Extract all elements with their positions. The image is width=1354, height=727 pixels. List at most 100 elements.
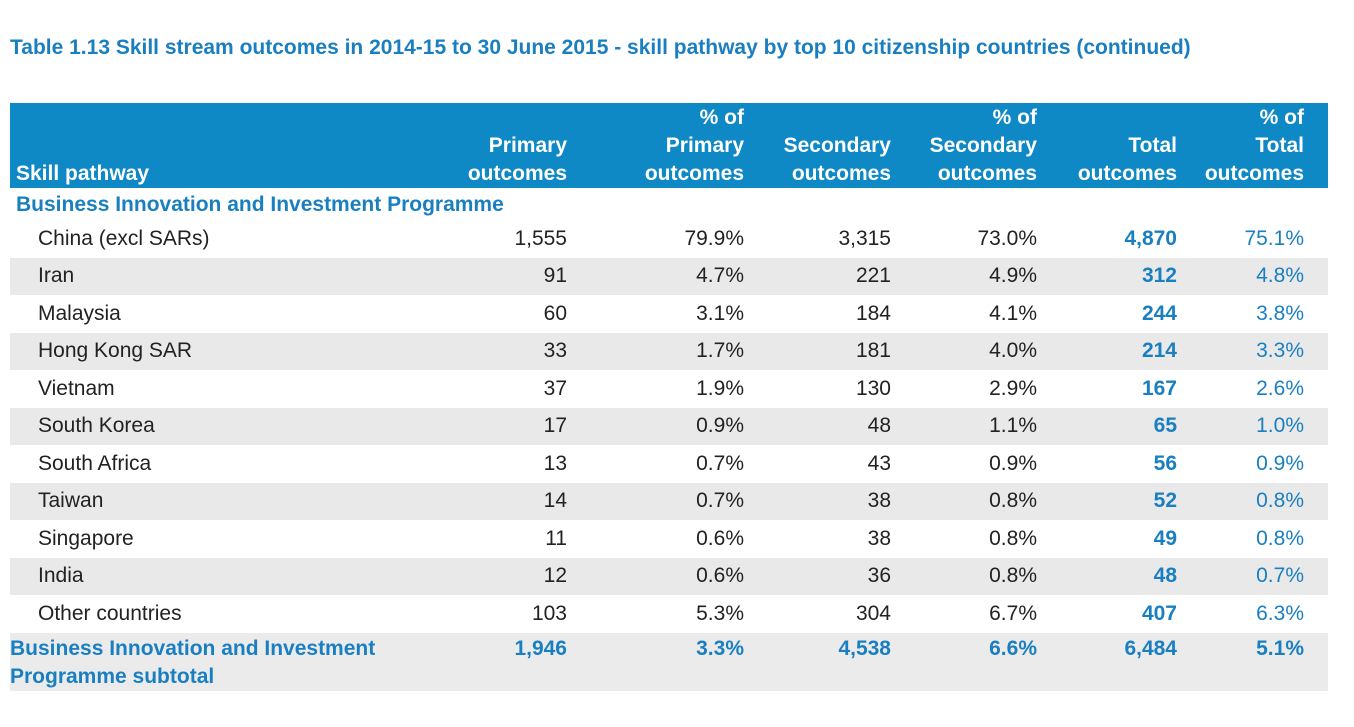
table-row: Singapore 11 0.6% 38 0.8% 49 0.8% xyxy=(10,520,1328,558)
column-header-line: Skill pathway xyxy=(16,162,150,185)
value-cell: 221 xyxy=(855,264,891,288)
value-cell: 48 xyxy=(1153,564,1177,588)
value-cell: 304 xyxy=(855,601,891,625)
value-cell: 0.6% xyxy=(696,526,744,550)
value-cell: 1.9% xyxy=(696,376,744,400)
value-cell: 4.1% xyxy=(989,301,1037,325)
subtotal-value: 4,538 xyxy=(838,636,891,660)
subtotal-value: 3.3% xyxy=(696,636,744,660)
value-cell: 1,555 xyxy=(514,226,567,250)
column-header-line: % of xyxy=(699,106,744,129)
column-header-line: Total xyxy=(1128,134,1177,157)
column-header: Primary outcomes xyxy=(450,132,567,188)
value-cell: 4,870 xyxy=(1124,226,1177,250)
value-cell: 167 xyxy=(1141,376,1177,400)
value-cell: 0.8% xyxy=(989,526,1037,550)
value-cell: 130 xyxy=(855,376,891,400)
table-row: Taiwan 14 0.7% 38 0.8% 52 0.8% xyxy=(10,482,1328,520)
column-header: Secondary outcomes xyxy=(744,132,891,188)
column-header-line: outcomes xyxy=(644,162,744,185)
column-header: % of Secondary outcomes xyxy=(891,104,1037,188)
column-header-line: outcomes xyxy=(467,162,567,185)
value-cell: 38 xyxy=(867,526,891,550)
column-header-line: outcomes xyxy=(791,162,891,185)
column-header-line: outcomes xyxy=(1204,162,1304,185)
country-cell: Taiwan xyxy=(38,489,104,513)
value-cell: 49 xyxy=(1153,526,1177,550)
value-cell: 13 xyxy=(543,451,567,475)
subtotal-value: 6.6% xyxy=(989,636,1037,660)
value-cell: 43 xyxy=(867,451,891,475)
value-cell: 4.0% xyxy=(989,339,1037,363)
value-cell: 103 xyxy=(531,601,567,625)
value-cell: 2.6% xyxy=(1256,376,1304,400)
value-cell: 37 xyxy=(543,376,567,400)
column-header-line: Secondary xyxy=(929,134,1037,157)
value-cell: 0.8% xyxy=(1256,526,1304,550)
value-cell: 75.1% xyxy=(1244,226,1304,250)
value-cell: 73.0% xyxy=(977,226,1037,250)
value-cell: 2.9% xyxy=(989,376,1037,400)
column-header-line: % of xyxy=(992,106,1037,129)
column-header-line: outcomes xyxy=(937,162,1037,185)
value-cell: 38 xyxy=(867,489,891,513)
value-cell: 52 xyxy=(1153,489,1177,513)
value-cell: 0.7% xyxy=(696,451,744,475)
value-cell: 0.8% xyxy=(989,489,1037,513)
column-header: % of Primary outcomes xyxy=(567,104,744,188)
value-cell: 0.7% xyxy=(1256,564,1304,588)
value-cell: 0.9% xyxy=(1256,451,1304,475)
value-cell: 214 xyxy=(1141,339,1177,363)
value-cell: 0.9% xyxy=(696,414,744,438)
value-cell: 14 xyxy=(543,489,567,513)
country-cell: Vietnam xyxy=(38,376,115,400)
section-label: Business Innovation and Investment Progr… xyxy=(16,193,504,216)
value-cell: 184 xyxy=(855,301,891,325)
country-cell: Hong Kong SAR xyxy=(38,339,193,363)
column-header-line: Primary xyxy=(665,134,744,157)
value-cell: 60 xyxy=(543,301,567,325)
table-header: Skill pathway Primary outcomes % of Primary o… xyxy=(10,103,1328,188)
value-cell: 4.7% xyxy=(696,264,744,288)
value-cell: 4.9% xyxy=(989,264,1037,288)
value-cell: 3.1% xyxy=(696,301,744,325)
value-cell: 65 xyxy=(1153,414,1177,438)
value-cell: 1.7% xyxy=(696,339,744,363)
value-cell: 0.6% xyxy=(696,564,744,588)
value-cell: 17 xyxy=(543,414,567,438)
column-header-line: % of xyxy=(1259,106,1304,129)
country-cell: South Korea xyxy=(38,414,155,438)
value-cell: 33 xyxy=(543,339,567,363)
value-cell: 244 xyxy=(1141,301,1177,325)
subtotal-value: 5.1% xyxy=(1256,636,1304,660)
table-row: Iran 91 4.7% 221 4.9% 312 4.8% xyxy=(10,257,1328,295)
column-header: Total outcomes xyxy=(1037,132,1177,188)
country-cell: Iran xyxy=(38,264,75,288)
table-row: India 12 0.6% 36 0.8% 48 0.7% xyxy=(10,557,1328,595)
outcomes-table: Skill pathway Primary outcomes % of Primary o… xyxy=(10,103,1328,691)
value-cell: 11 xyxy=(545,526,567,550)
value-cell: 6.7% xyxy=(989,601,1037,625)
value-cell: 12 xyxy=(543,564,567,588)
column-header-line: Secondary xyxy=(783,134,891,157)
column-header-line: Total xyxy=(1255,134,1304,157)
value-cell: 1.0% xyxy=(1256,414,1304,438)
subtotal-row: Business Innovation and Investment Progr… xyxy=(10,632,1328,691)
value-cell: 0.8% xyxy=(1256,489,1304,513)
column-header-line: outcomes xyxy=(1077,162,1177,185)
value-cell: 6.3% xyxy=(1256,601,1304,625)
value-cell: 3.8% xyxy=(1256,301,1304,325)
column-header-line: Primary xyxy=(488,134,567,157)
subtotal-value: 6,484 xyxy=(1124,636,1177,660)
value-cell: 407 xyxy=(1141,601,1177,625)
value-cell: 4.8% xyxy=(1256,264,1304,288)
value-cell: 91 xyxy=(543,264,567,288)
value-cell: 5.3% xyxy=(696,601,744,625)
value-cell: 0.9% xyxy=(989,451,1037,475)
table-row: Hong Kong SAR 33 1.7% 181 4.0% 214 3.3% xyxy=(10,332,1328,370)
table-body: China (excl SARs) 1,555 79.9% 3,315 73.0% 4,8… xyxy=(10,220,1328,633)
value-cell: 36 xyxy=(867,564,891,588)
value-cell: 1.1% xyxy=(989,414,1037,438)
table-row: Other countries 103 5.3% 304 6.7% 407 6.3% xyxy=(10,595,1328,633)
table-row: China (excl SARs) 1,555 79.9% 3,315 73.0% 4,8… xyxy=(10,220,1328,258)
